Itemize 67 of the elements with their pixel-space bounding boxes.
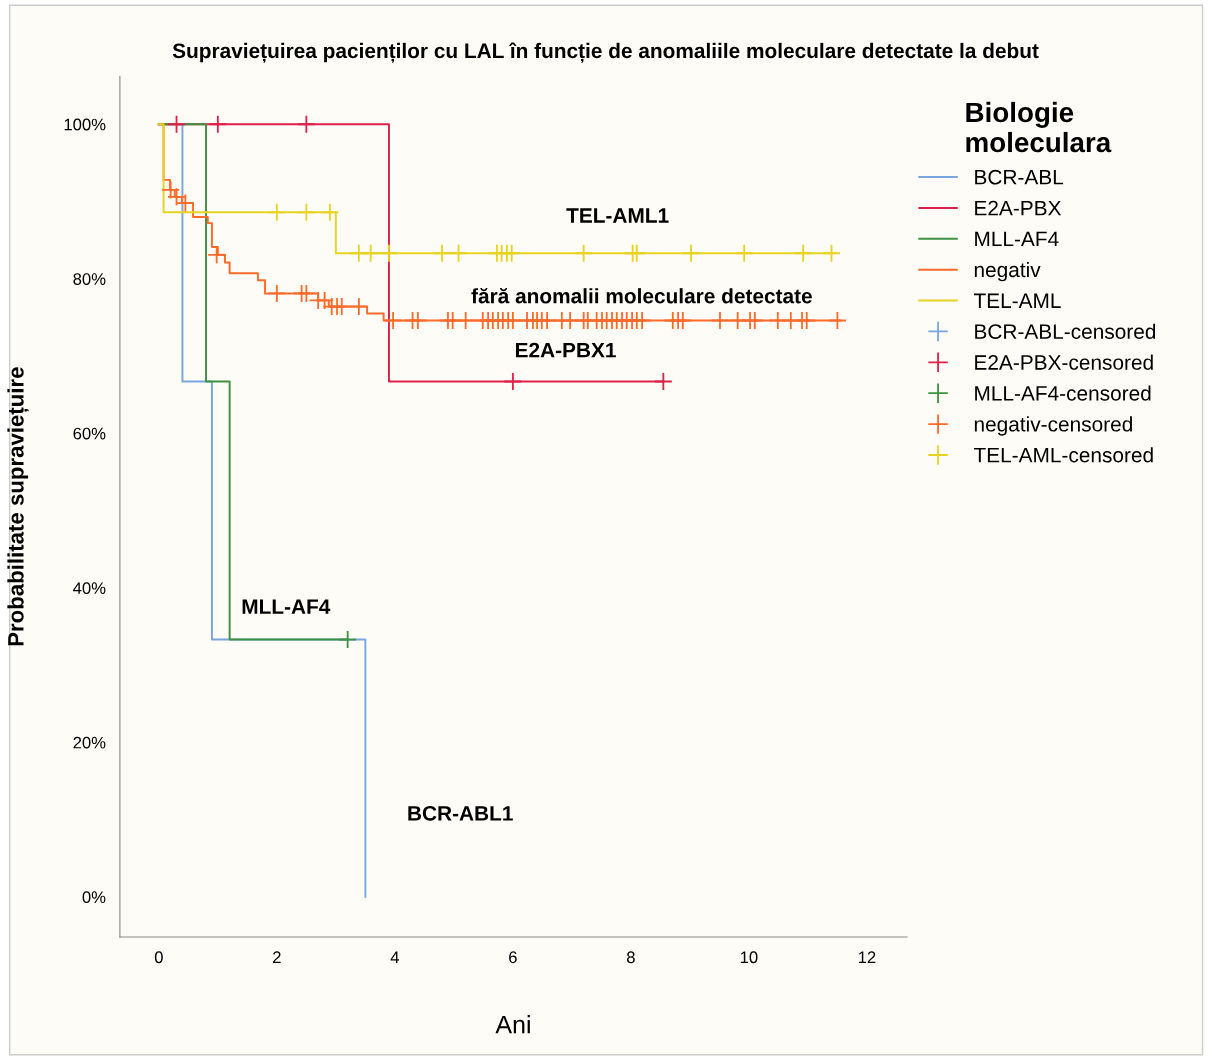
annotation: MLL-AF4: [242, 599, 331, 614]
y-tick-label: 40%: [73, 582, 106, 595]
legend-label: negativ: [974, 261, 1041, 282]
point: [574, 243, 594, 263]
y-tick-label: 0%: [82, 891, 106, 904]
y-tick-label: 60%: [73, 427, 106, 440]
point: [296, 202, 316, 222]
legend-label: E2A-PBX: [975, 200, 1062, 216]
annotation: fără anomalii moleculare detectate: [471, 287, 812, 304]
point: [320, 202, 340, 222]
legend-label: MLL-AF4-censored: [975, 385, 1151, 401]
point: [332, 297, 352, 316]
legend-label: E2A-PBX-censored: [975, 354, 1153, 370]
legend-label: BCR-ABL: [975, 169, 1064, 185]
x-tick-label: 8: [626, 951, 635, 964]
legend-title: Biologie moleculara: [966, 101, 1112, 153]
point: [822, 243, 841, 263]
point: [167, 187, 186, 207]
point: [673, 311, 693, 330]
chart-title: Supraviețuirea pacienților cu LAL în funcție de anomaliile moleculare detectate la debut: [172, 42, 1039, 63]
legend-label: TEL-AML-censored: [973, 447, 1153, 463]
point: [632, 311, 652, 330]
legend-label: BCR-ABL-censored: [975, 323, 1156, 339]
point: [797, 311, 817, 330]
annotation: E2A-PBX1: [515, 342, 616, 358]
point: [432, 243, 452, 263]
annotation: BCR-ABL1: [408, 805, 513, 821]
point: [267, 202, 287, 222]
point: [167, 114, 186, 134]
point: [449, 243, 468, 263]
legend-label: MLL-AF4: [975, 231, 1059, 247]
x-tick-label: 2: [273, 951, 281, 964]
point: [408, 311, 428, 330]
point: [503, 372, 523, 391]
legend-label: negativ-censored: [974, 416, 1132, 436]
point: [710, 311, 730, 330]
point: [681, 243, 701, 263]
point: [456, 311, 476, 330]
point: [379, 243, 399, 263]
y-tick-label: 80%: [73, 273, 106, 285]
point: [338, 630, 358, 649]
point: [502, 243, 522, 263]
x-tick-label: 4: [390, 951, 400, 964]
point: [734, 243, 754, 263]
y-tick-label: 100%: [64, 118, 106, 131]
point: [745, 311, 765, 330]
y-tick-label: 20%: [73, 736, 106, 749]
x-tick-label: 6: [509, 951, 517, 964]
x-tick-label: 12: [858, 951, 876, 964]
point: [828, 311, 847, 330]
point: [653, 372, 673, 391]
point: [267, 284, 287, 303]
point: [296, 114, 316, 134]
point: [383, 311, 403, 330]
point: [296, 284, 316, 303]
x-tick-label: 10: [740, 951, 758, 964]
y-axis-title: Probabilitate supraviețuire: [7, 367, 29, 646]
point: [793, 243, 813, 263]
point: [208, 114, 228, 134]
point: [175, 193, 195, 213]
point: [349, 297, 369, 316]
annotation: TEL-AML1: [566, 208, 669, 223]
x-tick-label: 0: [154, 951, 163, 964]
point: [361, 243, 381, 263]
x-axis-title: Ani: [495, 1015, 530, 1034]
point: [207, 245, 227, 265]
legend-label: TEL-AML: [973, 293, 1061, 308]
